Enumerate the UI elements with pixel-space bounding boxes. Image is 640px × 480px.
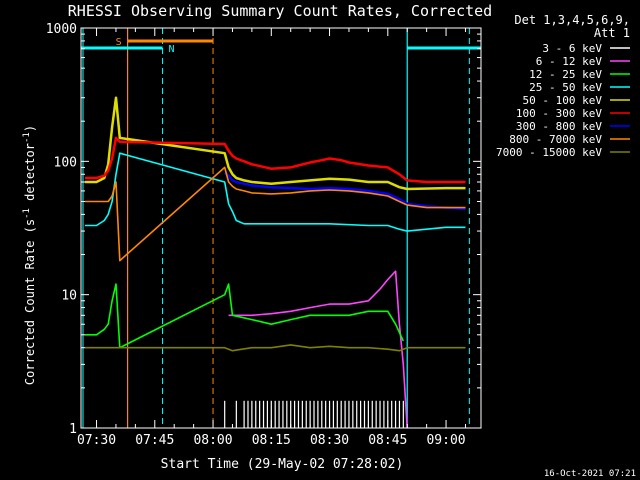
legend-label: 7000 - 15000 keV: [496, 146, 602, 159]
legend-label: 3 - 6 keV: [542, 42, 602, 55]
series-12-25-kev: [84, 283, 405, 349]
y-axis-label-end: ): [23, 125, 37, 132]
series-6-12-kev: [228, 270, 408, 429]
axes: 1 10 100 1000 07:30 07:45 08:00 08:15 08:30 08:45…: [46, 22, 482, 448]
y-tick-label: 1: [69, 422, 77, 437]
legend-label: 800 - 7000 keV: [509, 133, 602, 146]
saa-label: S: [116, 37, 122, 48]
x-tick-label: 08:00: [193, 433, 232, 448]
series-3-6-kev: [224, 400, 404, 428]
legend-label: 12 - 25 keV: [529, 68, 602, 81]
y-axis-label-mid: detector: [23, 143, 37, 208]
legend-label: 300 - 800 keV: [516, 120, 602, 133]
series-100-300-kev: [84, 136, 466, 184]
legend-label: 50 - 100 keV: [523, 94, 603, 107]
y-axis-label-exp1: -1: [22, 208, 32, 219]
legend-label: 6 - 12 keV: [536, 55, 603, 68]
x-tick-label: 08:15: [252, 433, 291, 448]
series-7000-15000-kev: [84, 344, 466, 352]
night-label: N: [169, 44, 175, 55]
y-axis-label-exp2: -1: [22, 132, 32, 143]
legend-header-line2: Att 1: [594, 26, 630, 40]
x-tick-label: 09:00: [426, 433, 465, 448]
x-tick-label: 08:30: [310, 433, 349, 448]
x-axis-label: Start Time (29-May-02 07:28:02): [161, 457, 404, 472]
legend-label: 100 - 300 keV: [516, 107, 602, 120]
legend-header-line1: Det 1,3,4,5,6,9,: [514, 13, 630, 27]
x-tick-label: 08:45: [368, 433, 407, 448]
x-tick-label: 07:30: [77, 433, 116, 448]
y-tick-label: 1000: [46, 22, 77, 37]
series-800-7000-kev: [84, 166, 466, 262]
svg-text:Corrected Count Rate (s-1 dete: Corrected Count Rate (s-1 detector-1): [22, 125, 37, 385]
legend-label: 25 - 50 keV: [529, 81, 602, 94]
x-tick-label: 07:45: [135, 433, 174, 448]
plot-area: SN: [81, 28, 481, 429]
y-tick-label: 10: [61, 289, 77, 304]
chart-title: RHESSI Observing Summary Count Rates, Co…: [68, 2, 492, 20]
series-50-100-kev: [84, 96, 466, 191]
series-25-50-kev: [84, 152, 466, 232]
y-axis-label: Corrected Count Rate (s-1 detector-1): [22, 125, 37, 385]
y-tick-label: 100: [54, 155, 77, 170]
plot-frame: [80, 27, 482, 429]
timestamp: 16-Oct-2021 07:21: [544, 469, 636, 479]
series-300-800-kev: [223, 171, 466, 211]
y-axis-label-main: Corrected Count Rate (s: [23, 219, 37, 385]
